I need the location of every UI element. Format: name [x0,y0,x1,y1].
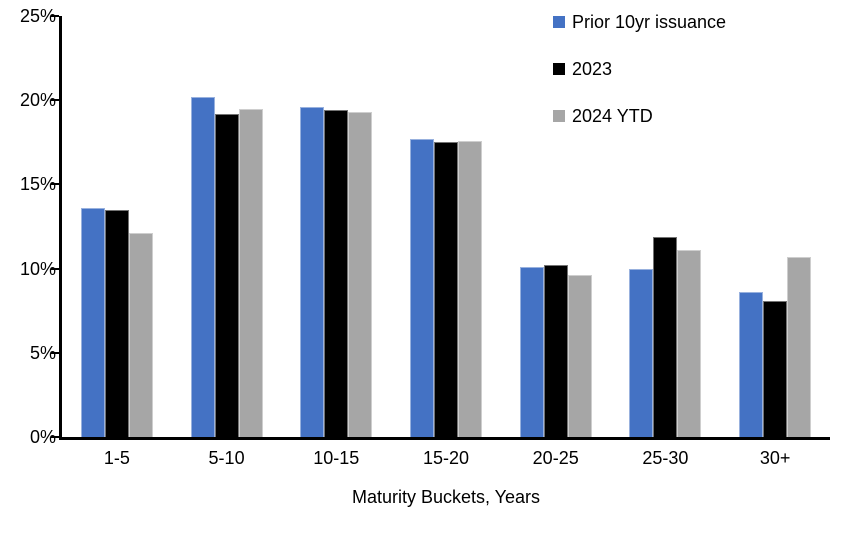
y-axis-line [59,16,62,437]
bar-2024ytd-30+ [787,256,812,437]
x-axis-category-label: 15-20 [422,448,470,468]
bar-2023-15-20 [434,142,458,437]
x-axis-category-label: 25-30 [642,448,689,468]
bar-2024ytd-15-20 [458,140,482,437]
legend-label: 2023 [572,59,613,79]
legend-swatch-icon [553,63,565,75]
bar-prior10yr-1-5 [80,207,105,437]
bar-prior10yr-25-30 [629,268,654,437]
bar-2023-10-15 [324,110,349,437]
bar-prior10yr-20-25 [519,266,544,437]
y-axis-tick-label: 25% [19,6,56,26]
bar-prior10yr-5-10 [190,96,215,437]
x-axis-line [59,437,830,440]
y-axis-tick [51,267,59,270]
x-axis-category-label: 1-5 [103,448,130,468]
x-axis-category-label: 20-25 [532,448,579,468]
legend-swatch-icon [553,16,565,28]
bar-2024ytd-25-30 [677,250,702,437]
y-axis-tick-label: 0% [29,427,56,447]
y-axis-tick [51,183,59,186]
bar-2023-20-25 [543,265,568,437]
bar-2023-1-5 [104,209,129,437]
bar-2023-25-30 [653,236,678,437]
bar-2024ytd-10-15 [348,112,373,437]
bar-2024ytd-5-10 [238,108,263,437]
y-axis-tick-label: 20% [19,90,56,111]
legend-label: Prior 10yr issuance [572,12,727,32]
y-axis-tick [51,351,59,354]
y-axis-tick [51,436,59,438]
y-axis-tick-label: 5% [29,342,56,363]
bar-2024ytd-1-5 [128,233,153,437]
legend-swatch-icon [553,110,565,122]
y-axis-tick-label: 10% [19,258,56,279]
y-axis-tick-label: 15% [19,174,56,195]
legend-item: Prior 10yr issuance [553,11,726,33]
bar-2023-30+ [763,300,788,437]
bar-prior10yr-30+ [739,292,764,437]
y-axis-tick [51,99,59,102]
bar-2024ytd-20-25 [567,275,592,437]
bar-prior10yr-10-15 [300,106,325,437]
bar-prior10yr-15-20 [410,138,434,437]
legend-label: 2024 YTD [572,106,653,126]
plot-area: 0% 5% 10% 15% 20% 25% 1-5 5-10 10-15 15-20 20-25 25… [20,7,830,468]
legend-item: 2023 [553,58,612,80]
x-axis-category-label: 5-10 [208,448,245,468]
x-axis-category-label: 30+ [759,448,791,468]
y-axis-tick [51,15,59,17]
legend-item: 2024 YTD [553,105,653,127]
x-axis-title: Maturity Buckets, Years [351,487,541,507]
x-axis-category-label: 10-15 [313,448,360,468]
bar-2023-5-10 [214,113,239,437]
